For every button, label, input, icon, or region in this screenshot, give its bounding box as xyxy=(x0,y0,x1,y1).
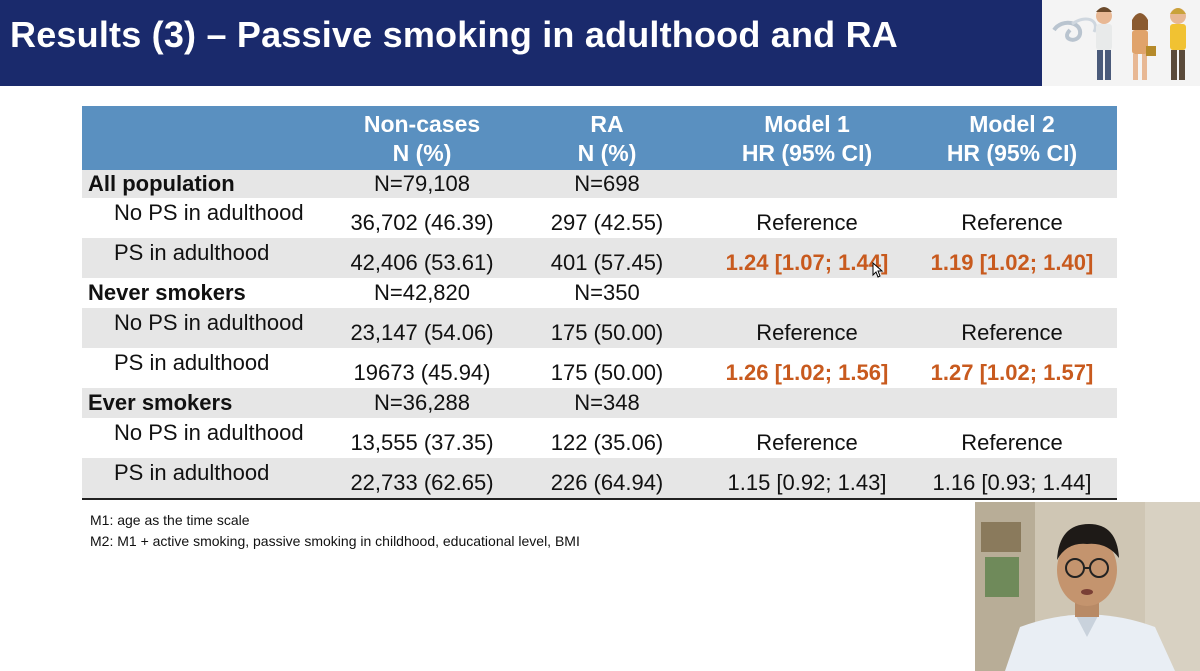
cell-ra: N=350 xyxy=(574,280,640,305)
cell-noncases: 13,555 (37.35) xyxy=(350,430,494,455)
cell-model2-significant: 1.27 [1.02; 1.57] xyxy=(930,360,1094,385)
cell-model1-significant: 1.26 [1.02; 1.56] xyxy=(725,360,889,385)
mouse-cursor-icon xyxy=(872,262,884,278)
row-label: PS in adulthood xyxy=(82,238,337,278)
presenter-webcam xyxy=(975,502,1200,671)
cell-ra: 122 (35.06) xyxy=(550,430,664,455)
row-label: No PS in adulthood xyxy=(114,200,304,225)
cell-noncases: N=36,288 xyxy=(337,388,507,418)
cell-noncases: N=42,820 xyxy=(373,280,471,305)
cell-model2 xyxy=(907,278,1117,308)
table-row: PS in adulthood 19673 (45.94) 175 (50.00… xyxy=(82,348,1117,388)
cell-model1 xyxy=(707,170,907,198)
table-row: Ever smokers N=36,288 N=348 xyxy=(82,388,1117,418)
header-model1: Model 1 HR (95% CI) xyxy=(707,106,907,170)
cell-ra: 297 (42.55) xyxy=(550,210,664,235)
footnotes: M1: age as the time scale M2: M1 + activ… xyxy=(90,510,580,552)
cell-noncases: 19673 (45.94) xyxy=(353,360,491,385)
table-row: Never smokers N=42,820 N=350 xyxy=(82,278,1117,308)
cell-ra: N=698 xyxy=(507,170,707,198)
cell-model1: Reference xyxy=(756,210,858,235)
row-label: PS in adulthood xyxy=(82,458,337,500)
cell-noncases: 42,406 (53.61) xyxy=(337,238,507,278)
cell-ra: 175 (50.00) xyxy=(550,360,664,385)
cell-ra: 175 (50.00) xyxy=(507,308,707,348)
cell-model2-significant: 1.19 [1.02; 1.40] xyxy=(907,238,1117,278)
row-label: All population xyxy=(82,170,337,198)
smokers-illustration-svg xyxy=(1052,7,1186,80)
row-label: Never smokers xyxy=(88,280,246,305)
footnote-m2: M2: M1 + active smoking, passive smoking… xyxy=(90,533,580,549)
row-label: No PS in adulthood xyxy=(82,308,337,348)
row-label: No PS in adulthood xyxy=(114,420,304,445)
cell-model2: Reference xyxy=(961,210,1063,235)
cell-model1 xyxy=(707,388,907,418)
row-label: Ever smokers xyxy=(82,388,337,418)
table-row: All population N=79,108 N=698 xyxy=(82,170,1117,198)
table-row: PS in adulthood 42,406 (53.61) 401 (57.4… xyxy=(82,238,1117,278)
cell-noncases: N=79,108 xyxy=(337,170,507,198)
smokers-illustration xyxy=(1042,0,1200,86)
header-noncases: Non-cases N (%) xyxy=(337,106,507,170)
cell-noncases: 36,702 (46.39) xyxy=(350,210,494,235)
presenter-webcam-svg xyxy=(975,502,1200,671)
table-row: No PS in adulthood 23,147 (54.06) 175 (5… xyxy=(82,308,1117,348)
cell-model1-significant: 1.24 [1.07; 1.44] xyxy=(707,238,907,278)
cell-ra: 226 (64.94) xyxy=(507,458,707,500)
table-row: PS in adulthood 22,733 (62.65) 226 (64.9… xyxy=(82,458,1117,500)
cell-model2: Reference xyxy=(907,308,1117,348)
table-header-row: Non-cases N (%) RA N (%) Model 1 HR (95% CI… xyxy=(82,106,1117,170)
cell-model2: 1.16 [0.93; 1.44] xyxy=(907,458,1117,500)
cell-model2 xyxy=(907,170,1117,198)
slide-title: Results (3) – Passive smoking in adultho… xyxy=(10,14,898,55)
cell-model1: Reference xyxy=(756,430,858,455)
title-bar: Results (3) – Passive smoking in adultho… xyxy=(0,0,1042,86)
cell-ra: 401 (57.45) xyxy=(507,238,707,278)
footnote-m1: M1: age as the time scale xyxy=(90,512,250,528)
cell-noncases: 23,147 (54.06) xyxy=(337,308,507,348)
header-ra: RA N (%) xyxy=(507,106,707,170)
table-row: No PS in adulthood 13,555 (37.35) 122 (3… xyxy=(82,418,1117,458)
table-row: No PS in adulthood 36,702 (46.39) 297 (4… xyxy=(82,198,1117,238)
cell-model2 xyxy=(907,388,1117,418)
header-model2: Model 2 HR (95% CI) xyxy=(907,106,1117,170)
cell-model1 xyxy=(707,278,907,308)
results-table: Non-cases N (%) RA N (%) Model 1 HR (95% CI… xyxy=(82,106,1117,500)
cell-noncases: 22,733 (62.65) xyxy=(337,458,507,500)
header-label-column xyxy=(82,106,337,170)
cell-ra: N=348 xyxy=(507,388,707,418)
cell-model1: 1.15 [0.92; 1.43] xyxy=(707,458,907,500)
row-label: PS in adulthood xyxy=(114,350,270,375)
cell-model2: Reference xyxy=(961,430,1063,455)
cell-model1: Reference xyxy=(707,308,907,348)
